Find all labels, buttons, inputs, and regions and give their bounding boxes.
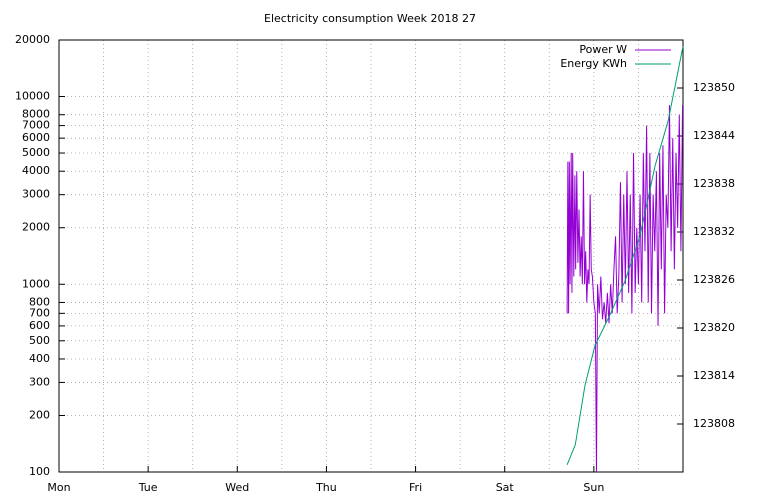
- x-tick-label: Sun: [583, 481, 604, 494]
- y-tick-label: 500: [29, 334, 50, 347]
- legend-label: Energy KWh: [560, 57, 627, 70]
- x-tick-label: Tue: [138, 481, 158, 494]
- y-tick-label: 20000: [15, 33, 50, 46]
- y2-tick-label: 123820: [693, 321, 735, 334]
- x-tick-label: Sat: [496, 481, 515, 494]
- y2-tick-label: 123832: [693, 225, 735, 238]
- series-line: [566, 46, 684, 465]
- y2-tick-label: 123850: [693, 81, 735, 94]
- y-tick-label: 700: [29, 306, 50, 319]
- y-tick-label: 200: [29, 408, 50, 421]
- y-tick-label: 7000: [22, 119, 50, 132]
- y-tick-label: 2000: [22, 221, 50, 234]
- legend-label: Power W: [579, 43, 627, 56]
- plot-border: [58, 39, 684, 473]
- y-tick-label: 4000: [22, 164, 50, 177]
- y2-tick-label: 123826: [693, 273, 735, 286]
- y2-tick-label: 123814: [693, 369, 735, 382]
- y-tick-label: 600: [29, 319, 50, 332]
- y-tick-label: 5000: [22, 146, 50, 159]
- x-tick-label: Fri: [409, 481, 422, 494]
- y-tick-label: 1000: [22, 277, 50, 290]
- y-tick-label: 3000: [22, 188, 50, 201]
- y-tick-label: 100: [29, 465, 50, 478]
- x-tick-label: Wed: [225, 481, 249, 494]
- y2-tick-label: 123808: [693, 417, 735, 430]
- y2-tick-label: 123838: [693, 177, 735, 190]
- x-tick-label: Thu: [315, 481, 337, 494]
- chart-title: Electricity consumption Week 2018 27: [264, 12, 476, 25]
- y-tick-label: 6000: [22, 131, 50, 144]
- x-tick-label: Mon: [47, 481, 70, 494]
- y-tick-label: 8000: [22, 108, 50, 121]
- y-tick-label: 300: [29, 375, 50, 388]
- y-tick-label: 800: [29, 295, 50, 308]
- y-tick-label: 10000: [15, 90, 50, 103]
- series-line: [566, 105, 684, 473]
- y-tick-label: 400: [29, 352, 50, 365]
- y2-tick-label: 123844: [693, 129, 735, 142]
